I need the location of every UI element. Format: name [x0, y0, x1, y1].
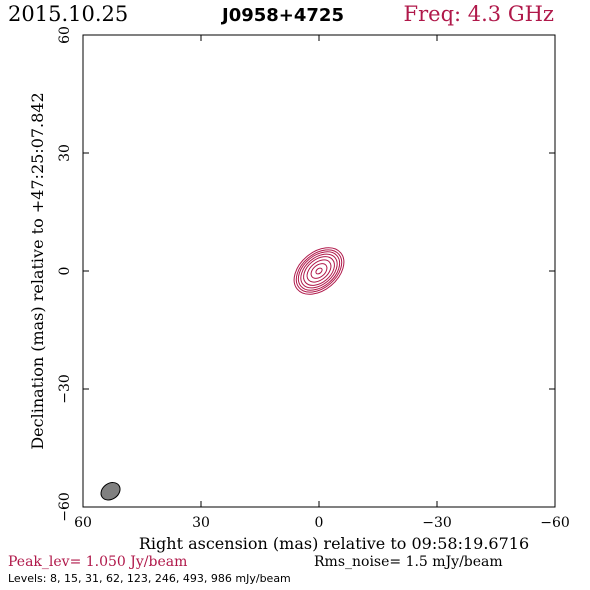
contour-line	[300, 253, 338, 289]
frequency-label: Freq: 4.3 GHz	[403, 2, 554, 26]
y-tick-label: 60	[57, 26, 73, 44]
y-tick-label: −60	[57, 492, 73, 522]
contour-line	[306, 259, 332, 283]
contour-line	[297, 251, 341, 291]
contour-line	[303, 256, 335, 286]
contour-line	[293, 247, 345, 295]
contour-line	[310, 263, 328, 279]
x-tick-label: 60	[74, 515, 92, 531]
rms-noise: Rms_noise= 1.5 mJy/beam	[314, 554, 503, 570]
x-tick-label: 0	[315, 515, 324, 531]
y-tick-label: −30	[57, 374, 73, 404]
x-tick-label: −30	[422, 515, 452, 531]
observation-date: 2015.10.25	[8, 2, 129, 26]
x-tick-label: −60	[540, 515, 570, 531]
x-axis-label: Right ascension (mas) relative to 09:58:…	[139, 534, 529, 553]
plot-frame	[82, 34, 556, 508]
source-name: J0958+4725	[222, 5, 344, 26]
y-tick-label: 0	[57, 267, 73, 276]
y-axis-label: Declination (mas) relative to +47:25:07.…	[28, 92, 47, 449]
contour-levels: Levels: 8, 15, 31, 62, 123, 246, 493, 98…	[8, 572, 291, 585]
x-tick-label: 30	[192, 515, 210, 531]
contour-line	[295, 249, 343, 293]
y-tick-label: 30	[57, 144, 73, 162]
peak-level: Peak_lev= 1.050 Jy/beam	[8, 554, 188, 570]
beam-ellipse	[100, 482, 121, 501]
contour-line	[315, 267, 323, 275]
